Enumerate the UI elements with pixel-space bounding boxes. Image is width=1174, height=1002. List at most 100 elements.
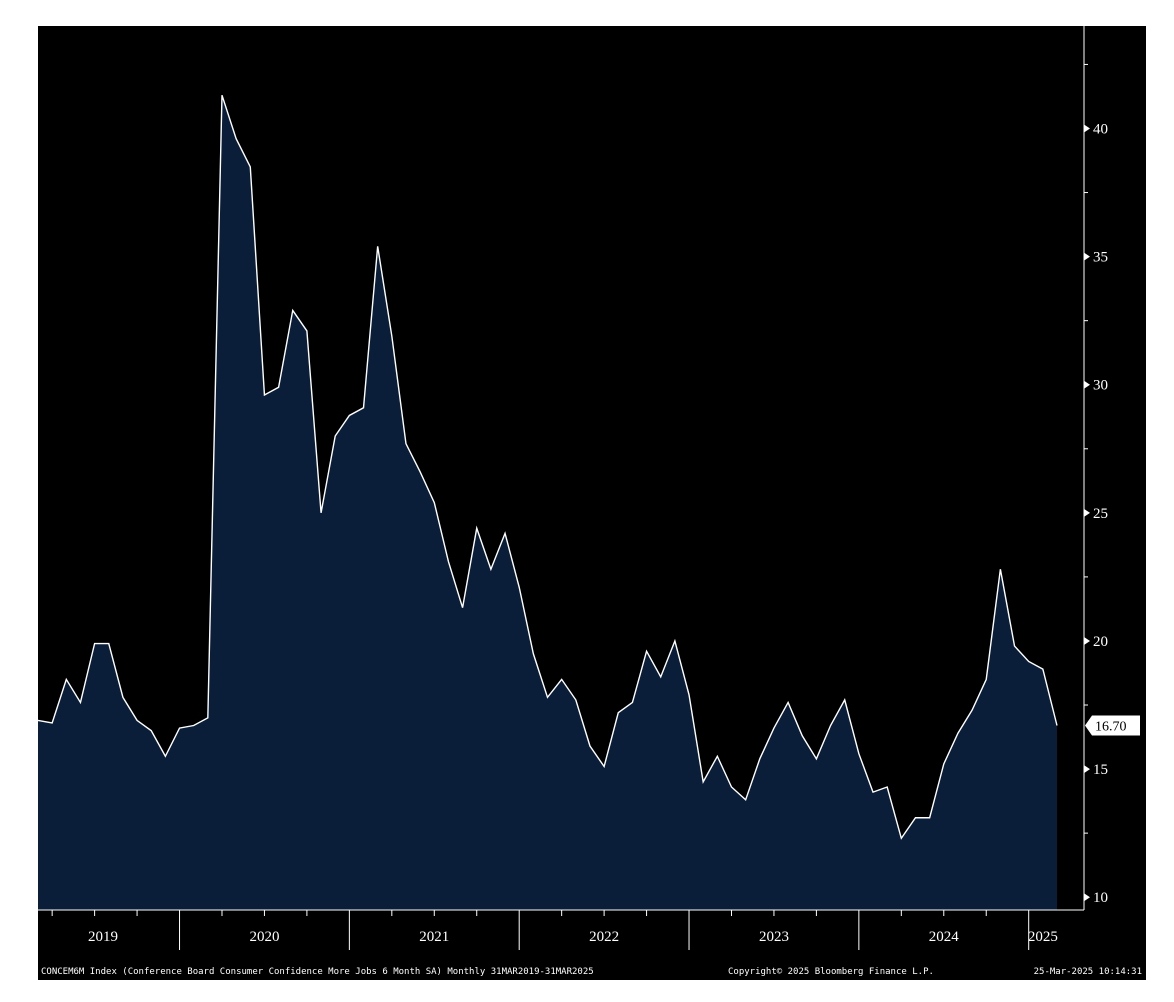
x-tick-label: 2021 [419, 929, 449, 945]
data-point [292, 309, 294, 311]
data-point [433, 501, 435, 503]
data-point [801, 735, 803, 737]
x-tick-label: 2022 [589, 929, 619, 945]
data-point [759, 758, 761, 760]
data-point [858, 753, 860, 755]
data-point [575, 699, 577, 701]
data-point [702, 781, 704, 783]
data-point [829, 724, 831, 726]
data-point [773, 727, 775, 729]
data-point [589, 745, 591, 747]
data-point [207, 717, 209, 719]
data-point [730, 786, 732, 788]
y-major-tick [1084, 252, 1090, 261]
data-point [872, 791, 874, 793]
data-point [178, 727, 180, 729]
x-tick-label: 2024 [929, 929, 960, 945]
y-major-tick [1084, 124, 1090, 133]
y-major-tick [1084, 893, 1090, 902]
data-point [674, 640, 676, 642]
x-tick-label: 2023 [759, 929, 789, 945]
y-major-tick [1084, 380, 1090, 389]
data-point [362, 407, 364, 409]
data-point [391, 335, 393, 337]
data-point [405, 442, 407, 444]
data-point [645, 650, 647, 652]
data-point [164, 755, 166, 757]
data-point [461, 606, 463, 608]
footer: CONCEM6M Index (Conference Board Consume… [41, 967, 1142, 977]
footer-copyright: Copyright© 2025 Bloomberg Finance L.P. [728, 967, 934, 977]
data-point [1027, 660, 1029, 662]
data-point [957, 732, 959, 734]
series-line [38, 94, 1058, 840]
data-point [999, 568, 1001, 570]
data-point [221, 94, 223, 96]
data-point [886, 786, 888, 788]
data-point [688, 694, 690, 696]
data-point [136, 719, 138, 721]
last-value-marker [1085, 715, 1140, 736]
data-point [476, 527, 478, 529]
y-tick-label: 40 [1093, 121, 1108, 137]
data-point [603, 765, 605, 767]
data-point [787, 701, 789, 703]
data-point [51, 722, 53, 724]
last-value-label: 16.70 [1095, 720, 1127, 735]
data-point [277, 386, 279, 388]
data-point [376, 245, 378, 247]
data-point [1013, 645, 1015, 647]
data-point [532, 653, 534, 655]
data-point [320, 512, 322, 514]
series-area [38, 95, 1057, 911]
y-tick-label: 35 [1093, 250, 1108, 266]
data-point [631, 701, 633, 703]
y-major-tick [1084, 508, 1090, 517]
data-point [971, 709, 973, 711]
x-axis: 2019 2020 2021 2022 2023 2024 2025 [38, 909, 1084, 950]
data-point [150, 729, 152, 731]
data-point [1056, 724, 1058, 726]
data-point [348, 414, 350, 416]
data-point [617, 712, 619, 714]
y-tick-label: 15 [1093, 762, 1108, 778]
y-tick-label: 25 [1093, 506, 1108, 522]
data-point [844, 699, 846, 701]
data-point [660, 676, 662, 678]
x-tick-label: 2020 [249, 929, 279, 945]
y-tick-label: 10 [1093, 890, 1108, 906]
x-tick-label: 2019 [88, 929, 118, 945]
data-point [263, 394, 265, 396]
y-tick-label: 30 [1093, 378, 1108, 394]
data-point [985, 678, 987, 680]
data-point [504, 532, 506, 534]
data-point [447, 560, 449, 562]
x-tick-label: 2025 [1028, 929, 1058, 945]
data-point [1042, 668, 1044, 670]
data-point [546, 696, 548, 698]
data-point [122, 696, 124, 698]
data-point [943, 763, 945, 765]
y-major-tick [1084, 765, 1090, 774]
data-point [560, 678, 562, 680]
data-point [65, 678, 67, 680]
data-point [900, 837, 902, 839]
plot-area [38, 94, 1058, 911]
data-point [334, 435, 336, 437]
footer-timestamp: 25-Mar-2025 10:14:31 [1034, 967, 1142, 977]
data-point [306, 330, 308, 332]
data-point [815, 758, 817, 760]
y-major-tick [1084, 636, 1090, 645]
footer-description: CONCEM6M Index (Conference Board Consume… [41, 967, 594, 977]
y-tick-label: 20 [1093, 634, 1108, 650]
data-point [928, 817, 930, 819]
data-point [490, 568, 492, 570]
data-point [744, 799, 746, 801]
y-axis: 10 15 20 25 30 35 40 16.70 [1083, 26, 1140, 910]
data-point [716, 755, 718, 757]
data-point [235, 138, 237, 140]
data-point [249, 166, 251, 168]
data-point [93, 642, 95, 644]
data-point [914, 817, 916, 819]
